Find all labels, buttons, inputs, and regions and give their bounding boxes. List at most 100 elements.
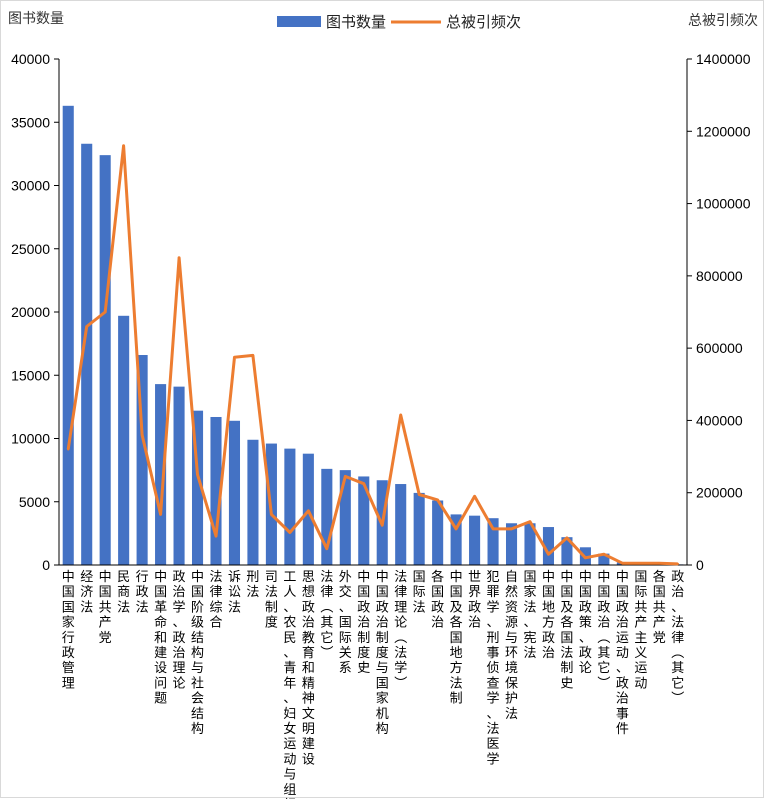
category-label: 政治学、政治理论 (173, 570, 186, 691)
category-label: 刑法 (246, 570, 259, 600)
category-label: 司法制度 (265, 570, 278, 631)
right-tick-label: 400000 (696, 412, 743, 428)
left-tick-label: 25000 (11, 241, 50, 257)
category-label: 政治、法律︵其它︶ (671, 570, 684, 707)
bar (99, 155, 111, 565)
line-series (66, 144, 679, 566)
bar (505, 523, 518, 565)
line-point (602, 552, 606, 556)
line-point (436, 498, 439, 502)
category-label: 中国及各国地方法制 (450, 570, 463, 707)
left-axis-title: 图书数量 (8, 11, 64, 27)
category-label: 法律︵其它︶ (320, 570, 333, 661)
line-point (639, 561, 643, 565)
legend: 图书数量 总被引频次 (277, 13, 521, 31)
category-label: 外交、国际关系 (339, 570, 352, 676)
category-label: 中国国家行政管理 (62, 570, 75, 691)
line-point (251, 354, 255, 357)
category-label: 行政法 (136, 570, 149, 615)
bar (155, 384, 167, 565)
right-axis-title: 总被引频次 (688, 13, 758, 29)
line-point (491, 527, 495, 531)
bar (413, 492, 425, 565)
category-label: 经济法 (80, 570, 93, 615)
category-label: 中国政治制度史 (357, 570, 370, 676)
line-point (584, 556, 587, 559)
legend-bar-swatch (277, 16, 321, 27)
right-tick-label: 1000000 (696, 196, 751, 212)
line-point (122, 144, 125, 147)
bar (469, 515, 481, 565)
category-label: 民商法 (117, 570, 130, 615)
left-tick-label: 10000 (11, 431, 50, 447)
line-point (510, 527, 513, 531)
line-point (159, 513, 162, 516)
line-point (270, 513, 273, 516)
bar (598, 553, 610, 565)
category-label: 工人、农民、青年、妇女运动与组织 (283, 570, 296, 799)
bar (339, 470, 351, 565)
line-point (528, 520, 532, 523)
bar (561, 537, 573, 565)
line-point (177, 256, 181, 259)
right-tick-label: 600000 (696, 340, 743, 356)
line-point (676, 562, 679, 566)
category-label: 法律理论︵法学︶ (394, 570, 407, 691)
line-point (473, 495, 476, 498)
category-label: 中国地方政治 (542, 570, 555, 661)
category-label: 中国共产党 (99, 570, 112, 646)
bar (487, 518, 499, 565)
bar (210, 416, 222, 565)
line-point (621, 561, 624, 565)
category-label: 诉讼法 (228, 570, 241, 615)
bar (247, 439, 259, 565)
left-tick-label: 30000 (11, 178, 50, 194)
bar (358, 476, 370, 565)
bar (524, 523, 536, 565)
left-tick-label: 5000 (19, 494, 50, 510)
left-axis: 0 5000 10000 15000 20000 25000 30000 35000 40000 (11, 51, 60, 573)
line-point (381, 524, 384, 527)
right-tick-label: 0 (696, 557, 704, 573)
line-point (214, 534, 218, 538)
bar (321, 468, 333, 565)
line-point (454, 527, 458, 531)
legend-line-label: 总被引频次 (446, 13, 521, 31)
category-label: 国际共产主义运动 (634, 570, 647, 691)
line-point (658, 561, 661, 565)
line-point (288, 531, 292, 534)
category-label: 国际法 (413, 570, 426, 615)
category-label: 各国共产党 (653, 569, 666, 646)
category-label: 中国政治︵其它︶ (597, 570, 610, 691)
left-tick-label: 0 (42, 557, 50, 573)
bar (118, 315, 130, 565)
line-point (67, 448, 70, 451)
category-label: 国家法、宪法 (523, 570, 536, 661)
category-label: 中国及各国法制史 (560, 570, 573, 691)
line-point (140, 433, 144, 437)
bar (450, 514, 462, 565)
line-point (103, 310, 107, 314)
line-point (362, 482, 365, 485)
right-tick-label: 800000 (696, 268, 743, 284)
category-label: 中国政治制度与国家机构 (376, 570, 389, 737)
bar (395, 484, 407, 565)
category-label: 中国革命和建设问题 (154, 570, 167, 707)
category-label: 思想政治教育和精神文明建设 (302, 570, 315, 767)
right-tick-label: 1400000 (696, 51, 751, 67)
line-path (66, 144, 678, 566)
line-point (325, 547, 329, 550)
bar (81, 143, 93, 565)
bar (191, 410, 204, 565)
line-point (196, 473, 199, 476)
right-tick-label: 1200000 (696, 123, 751, 139)
left-tick-label: 35000 (11, 114, 50, 130)
line-point (417, 493, 421, 496)
category-label: 各国政治 (431, 569, 444, 631)
bar (432, 500, 444, 565)
category-label: 中国政策、政论 (579, 570, 592, 676)
bar (173, 386, 185, 565)
